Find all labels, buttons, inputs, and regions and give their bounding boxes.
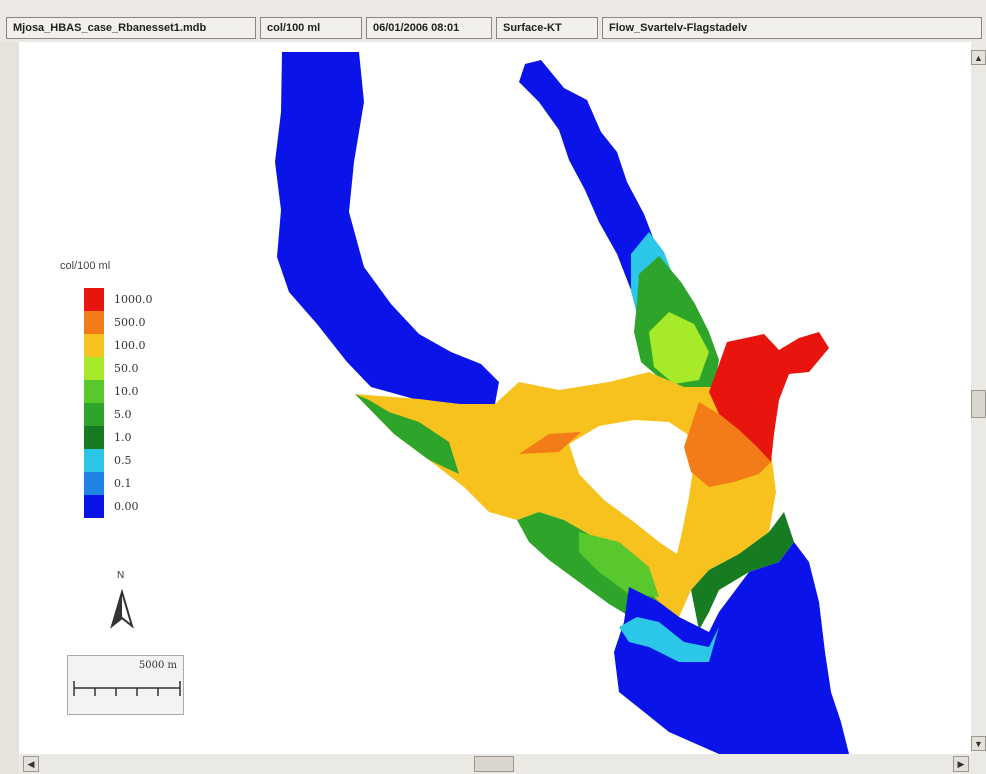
vertical-scroll-thumb[interactable]	[971, 390, 986, 418]
legend-swatch	[84, 472, 104, 495]
legend-title: col/100 ml	[60, 260, 111, 272]
scroll-right-arrow-icon[interactable]: ▶	[953, 756, 969, 772]
legend-label: 100.0	[114, 339, 146, 352]
map-region-se-green	[691, 512, 794, 630]
scale-bar-ruler	[73, 681, 181, 696]
legend-swatch	[84, 334, 104, 357]
map-canvas[interactable]: col/100 ml 1000.0 500.0 100.0 50.0 10.0 …	[19, 42, 971, 754]
legend-label: 0.1	[114, 477, 132, 490]
scroll-up-arrow-icon[interactable]: ▲	[971, 50, 986, 65]
scroll-left-arrow-icon[interactable]: ◀	[23, 756, 39, 772]
status-unit: col/100 ml	[260, 17, 362, 39]
legend-swatch	[84, 357, 104, 380]
horizontal-scroll-thumb[interactable]	[474, 756, 514, 772]
legend-label: 500.0	[114, 316, 146, 329]
status-item: Flow_Svartelv-Flagstadelv	[602, 17, 982, 39]
left-gutter	[0, 42, 19, 774]
lake-concentration-map	[275, 52, 849, 754]
map-region-center-orange	[519, 432, 581, 454]
legend-label: 0.00	[114, 500, 139, 513]
map-region-west-green	[355, 394, 459, 474]
legend-label: 0.5	[114, 454, 132, 467]
map-region-south-lightgreen	[579, 532, 659, 597]
status-bar: Mjosa_HBAS_case_Rbanesset1.mdb col/100 m…	[0, 0, 986, 42]
north-arrow-icon	[110, 588, 134, 629]
legend-swatch	[84, 288, 104, 311]
scale-bar-label: 5000 m	[138, 660, 177, 671]
north-label: N	[117, 570, 125, 581]
scale-bar: 5000 m	[67, 655, 184, 715]
status-layer: Surface-KT	[496, 17, 598, 39]
legend-label: 50.0	[114, 362, 139, 375]
legend-swatch	[84, 426, 104, 449]
map-region-east-orange	[684, 402, 771, 487]
status-datetime: 06/01/2006 08:01	[366, 17, 492, 39]
map-region-nw-arm	[275, 52, 499, 404]
map-region-island	[569, 420, 694, 554]
legend-label: 1.0	[114, 431, 132, 444]
legend-swatch	[84, 380, 104, 403]
legend-swatch	[84, 495, 104, 518]
legend-swatch	[84, 403, 104, 426]
scroll-down-arrow-icon[interactable]: ▼	[971, 736, 986, 751]
legend-label: 10.0	[114, 385, 139, 398]
map-region-south-cyan	[619, 617, 719, 662]
status-file-name: Mjosa_HBAS_case_Rbanesset1.mdb	[6, 17, 256, 39]
legend-label: 5.0	[114, 408, 132, 421]
horizontal-scrollbar[interactable]: ◀ ▶	[19, 754, 986, 774]
map-region-ne-lightgreen	[649, 312, 709, 384]
map-region-south-blue	[614, 542, 849, 754]
legend-swatch	[84, 449, 104, 472]
legend-label: 1000.0	[114, 293, 153, 306]
legend-swatch	[84, 311, 104, 334]
vertical-scrollbar[interactable]: ▲ ▼	[971, 42, 986, 754]
map-region-east-red	[709, 332, 829, 462]
